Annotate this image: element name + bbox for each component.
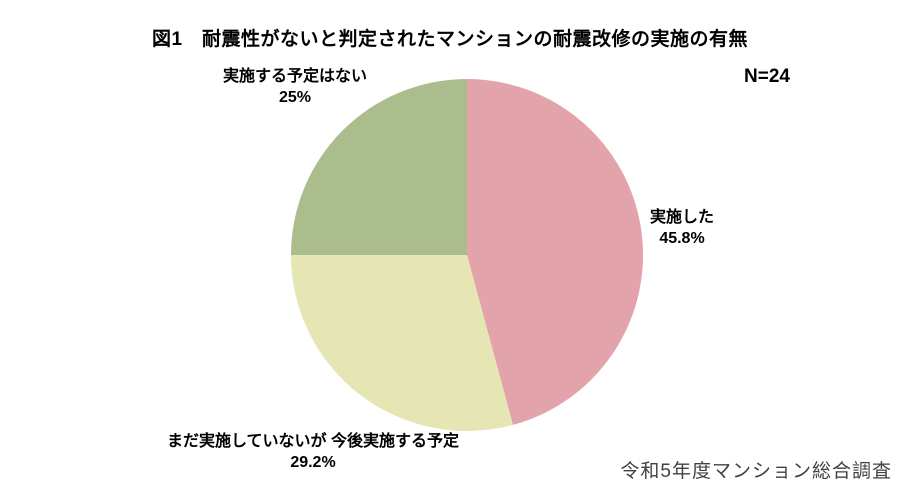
sample-size-label: N=24 <box>744 66 790 87</box>
slice-label-done-value: 45.8% <box>659 230 705 247</box>
slice-label-done-text: 実施した <box>649 209 714 226</box>
slice-label-planned-value: 29.2% <box>290 454 336 471</box>
source-label: 令和5年度マンション総合調査 <box>620 461 892 482</box>
pie-slice-1 <box>291 255 513 432</box>
slice-label-no-plan-text: 実施する予定はない <box>222 68 367 85</box>
slice-label-done: 実施した 45.8% <box>622 207 742 249</box>
pie-slice-0 <box>467 79 644 425</box>
chart-title: 図1 耐震性がないと判定されたマンションの耐震改修の実施の有無 <box>151 29 749 50</box>
slice-label-planned-text: まだ実施していないが 今後実施する予定 <box>167 433 459 450</box>
slice-label-planned: まだ実施していないが 今後実施する予定 29.2% <box>128 431 498 473</box>
slice-label-no-plan: 実施する予定はない 25% <box>185 66 405 108</box>
slice-label-no-plan-value: 25% <box>278 89 312 106</box>
pie-slice-2 <box>291 79 467 255</box>
